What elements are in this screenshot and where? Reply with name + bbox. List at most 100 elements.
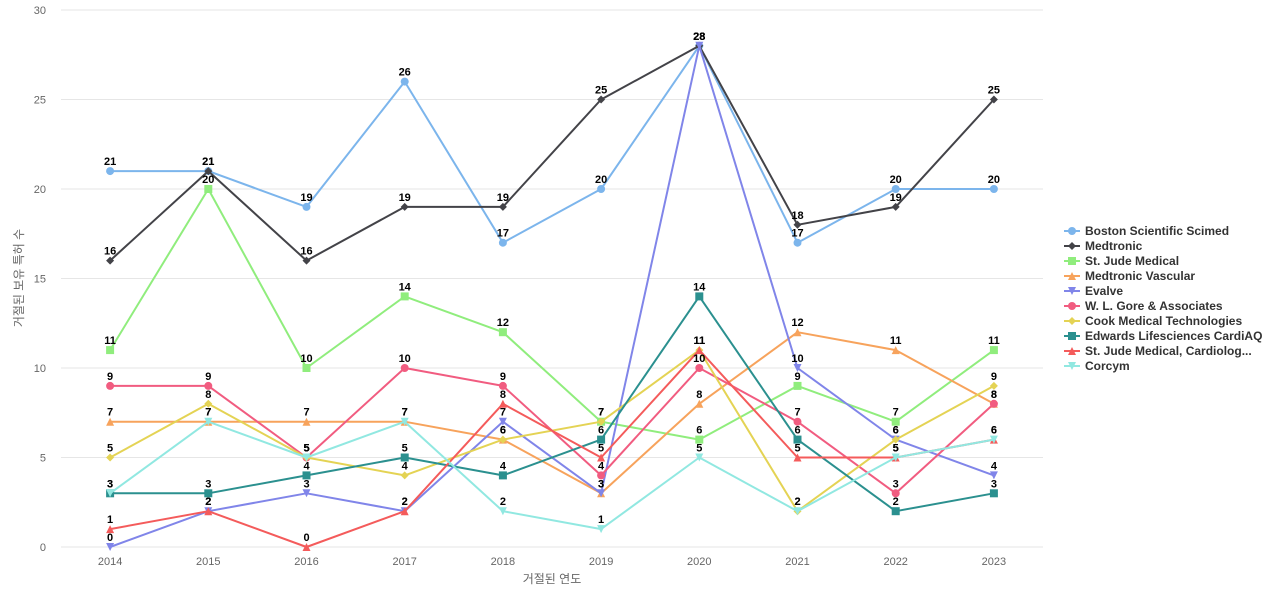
data-label: 4 [402,460,409,472]
data-label: 3 [991,478,997,490]
legend-item[interactable]: Boston Scientific Scimed [1064,224,1229,238]
legend-marker [1068,227,1076,235]
data-point [891,489,900,498]
data-label: 10 [399,353,411,365]
data-point [793,453,802,462]
data-label: 2 [402,496,408,508]
data-label: 0 [303,532,309,544]
data-point [106,381,115,390]
x-tick-label: 2023 [982,556,1006,568]
data-point [695,453,704,462]
legend-item[interactable]: St. Jude Medical [1064,254,1179,268]
data-point [204,417,213,426]
legend-marker [1068,362,1076,370]
data-label: 16 [300,246,312,258]
data-label: 10 [300,353,312,365]
legend-item[interactable]: Cook Medical Technologies [1064,314,1242,328]
data-point [597,417,606,426]
data-label: 25 [595,85,607,97]
data-point [498,471,507,480]
legend-label: St. Jude Medical, Cardiolog... [1085,344,1252,358]
x-tick-label: 2021 [785,556,809,568]
series-1 [106,41,998,265]
data-label: 11 [693,335,705,347]
data-label: 5 [794,443,800,455]
y-axis-title: 거절된 보유 특허 수 [12,229,26,327]
data-point [106,256,115,265]
y-tick-label: 25 [34,95,46,107]
series-lines [106,41,998,551]
legend-marker [1068,332,1076,340]
data-label: 26 [399,67,411,79]
y-tick-label: 30 [34,5,46,17]
legend-item[interactable]: W. L. Gore & Associates [1064,299,1223,313]
data-point [695,399,704,408]
data-label: 11 [104,335,116,347]
data-label: 19 [300,192,312,204]
y-tick-label: 5 [40,453,46,465]
data-point [989,95,998,104]
data-point [400,507,409,516]
data-label: 7 [205,407,211,419]
series-line [110,295,995,513]
data-label: 0 [107,532,113,544]
data-point [302,202,311,211]
x-axis-ticks: 2014 2015 2016 2017 2018 2019 2020 2021 2022 2023 [98,556,1006,568]
data-label: 17 [791,228,803,240]
data-point [793,238,802,247]
gridlines [61,9,1043,548]
data-label: 11 [890,335,902,347]
series-7 [106,292,998,516]
legend-item[interactable]: St. Jude Medical, Cardiolog... [1064,344,1252,358]
data-point [400,471,409,480]
data-label: 3 [107,478,113,490]
data-label: 21 [202,156,214,168]
data-label: 9 [794,371,800,383]
data-label: 8 [991,389,997,401]
data-point [106,167,115,176]
data-point [891,417,900,426]
data-label: 5 [893,443,899,455]
legend-item[interactable]: Evalve [1064,284,1123,298]
data-label: 12 [497,317,509,329]
legend-item[interactable]: Edwards Lifesciences CardiAQ [1064,329,1262,343]
data-label: 7 [107,407,113,419]
series-8 [106,346,998,551]
legend-item[interactable]: Medtronic [1064,239,1143,253]
data-point [106,453,115,462]
data-point [695,292,704,301]
data-label: 10 [693,353,705,365]
data-label: 28 [693,31,705,43]
data-point [597,489,606,498]
data-point [498,507,507,516]
data-point [400,292,409,301]
legend-marker [1068,302,1076,310]
series-2 [106,185,998,444]
legend-marker [1068,242,1076,250]
data-point [204,185,213,193]
data-point [302,471,311,480]
data-point [891,185,900,193]
data-point [302,453,311,462]
data-label: 3 [107,478,113,490]
data-point [793,435,802,444]
y-tick-label: 0 [40,542,46,554]
data-point [989,381,998,390]
data-point [891,435,900,444]
data-label: 5 [303,443,309,455]
data-point [793,507,802,516]
data-label: 7 [794,407,800,419]
data-label: 8 [205,389,211,401]
series-3 [106,328,998,498]
legend-item[interactable]: Medtronic Vascular [1064,269,1195,283]
data-label: 10 [791,353,803,365]
data-point [989,399,998,408]
series-line [109,349,995,548]
x-tick-label: 2015 [196,556,220,568]
legend-item[interactable]: Corcym [1064,359,1130,373]
data-label: 1 [107,514,113,526]
data-label: 2 [893,496,899,508]
data-label: 19 [890,192,902,204]
